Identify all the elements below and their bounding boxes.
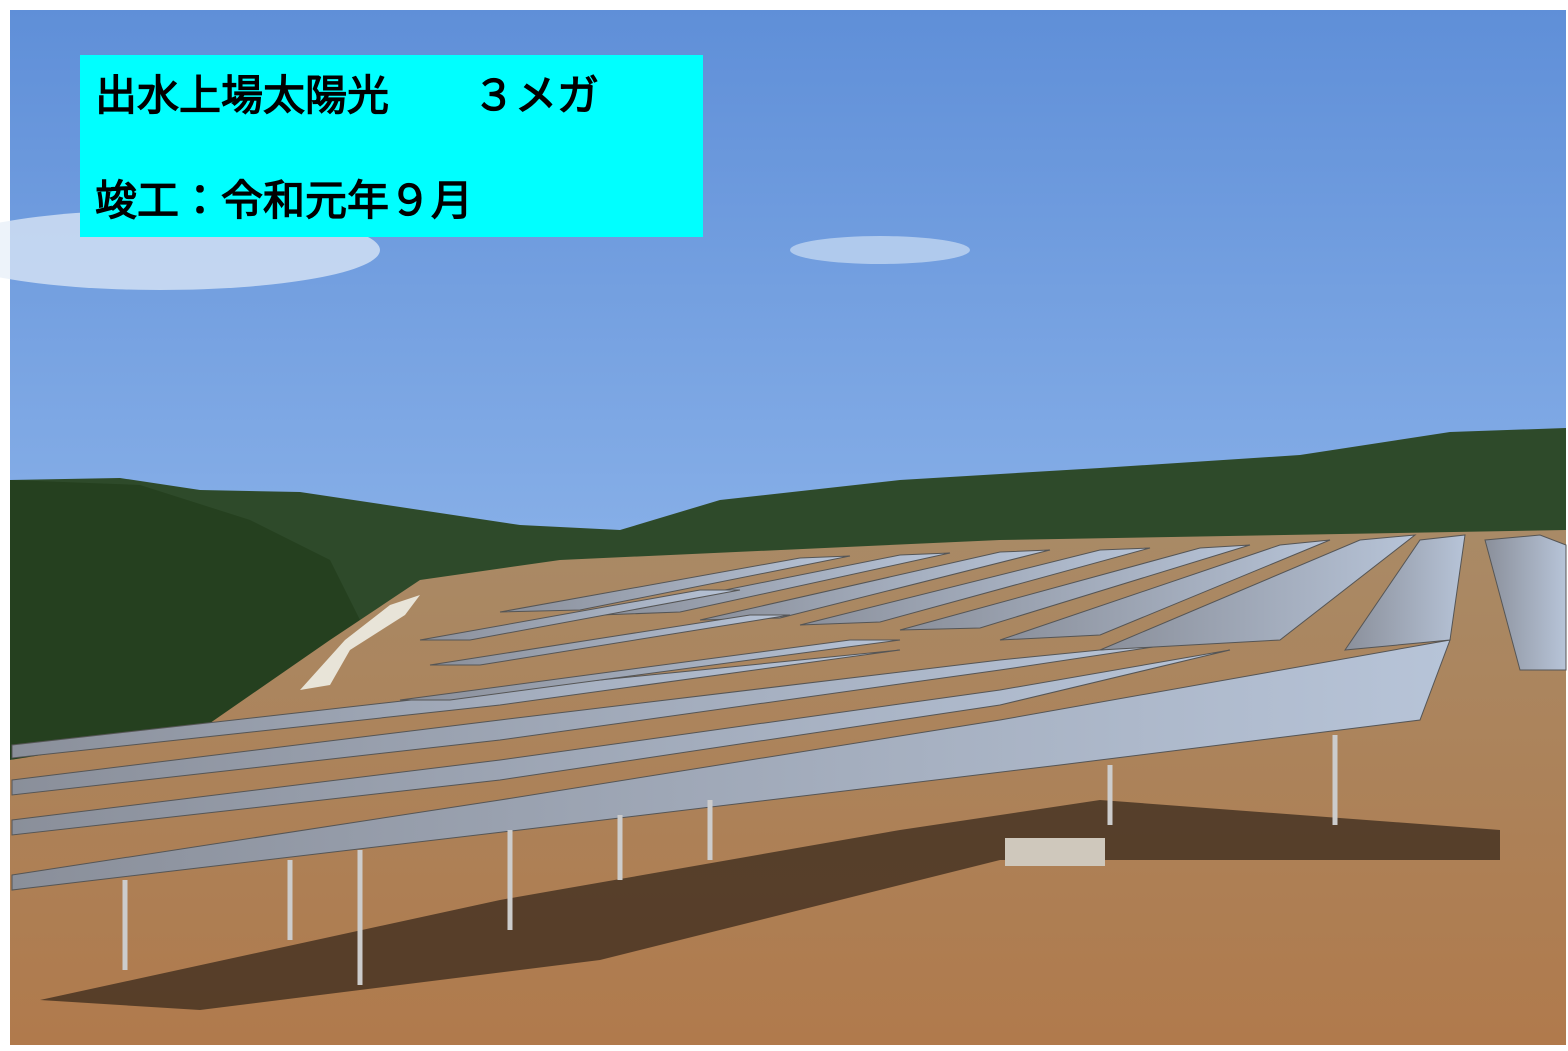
shape [799, 547, 1151, 626]
shape [899, 544, 1251, 631]
panel-rows [11, 534, 1567, 891]
scene [0, 10, 1567, 1045]
shape [999, 539, 1331, 641]
shape [11, 639, 1451, 891]
shape [1343, 534, 1466, 651]
cloud [790, 236, 970, 264]
caption-box [80, 55, 703, 237]
shape [419, 589, 741, 641]
posts [122, 735, 1338, 985]
shadow [40, 800, 1500, 1010]
shape [429, 614, 791, 666]
shape [399, 639, 901, 701]
caption-title: 出水上場太陽光 ３メガ [95, 71, 599, 120]
caption-completion: 竣工：令和元年９月 [95, 176, 473, 225]
shape [1099, 534, 1417, 651]
shape [499, 555, 851, 613]
shape [11, 639, 1201, 796]
equipment [1005, 838, 1105, 866]
shape [1484, 534, 1567, 671]
path [300, 595, 420, 690]
shape [11, 649, 1231, 836]
